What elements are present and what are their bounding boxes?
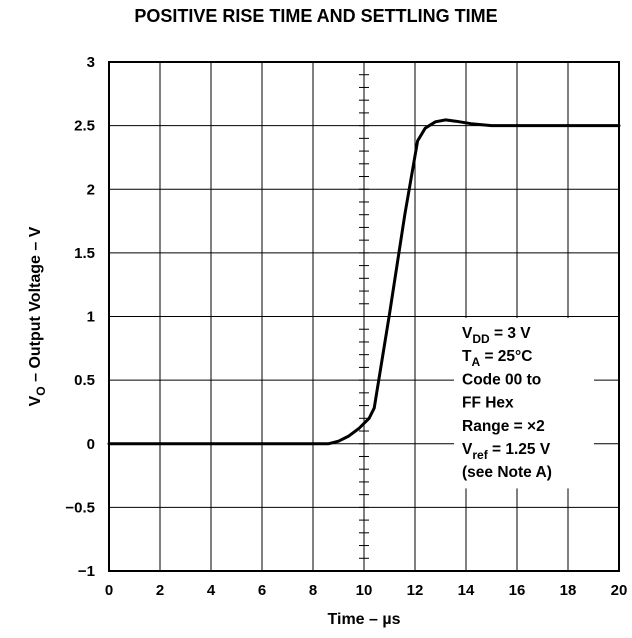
y-tick-label: −0.5 (65, 499, 95, 516)
x-tick-label: 10 (356, 582, 373, 599)
x-tick-label: 2 (156, 582, 164, 599)
y-tick-label: 1.5 (74, 245, 95, 262)
y-tick-label: 0 (87, 436, 95, 453)
x-tick-label: 8 (309, 582, 317, 599)
y-tick-label: 2 (87, 181, 95, 198)
x-tick-label: 14 (458, 582, 475, 599)
chart-title: POSITIVE RISE TIME AND SETTLING TIME (134, 6, 498, 26)
x-tick-label: 18 (560, 582, 577, 599)
plot-frame (108, 61, 620, 572)
y-tick-labels: −1 −0.5 0 0.5 1 1.5 2 2.5 3 (65, 54, 95, 580)
center-minor-ticks (359, 61, 369, 572)
annotation-line: TA = 25°C (462, 348, 532, 369)
annotation-line: Code 00 to (462, 371, 541, 388)
annotation-line: Vref = 1.25 V (462, 441, 551, 462)
y-tick-label: 2.5 (74, 118, 95, 135)
x-tick-label: 4 (207, 582, 216, 599)
annotation-background (454, 318, 594, 489)
annotation-line: (see Note A) (462, 464, 552, 481)
x-axis-label: Time – µs (328, 611, 401, 628)
annotation-line: VDD = 3 V (462, 325, 531, 346)
x-tick-label: 6 (258, 582, 266, 599)
x-tick-label: 12 (407, 582, 424, 599)
annotation-line: Range = ×2 (462, 418, 545, 435)
x-tick-label: 20 (611, 582, 628, 599)
annotation-line: FF Hex (462, 395, 514, 412)
y-tick-label: 1 (87, 309, 95, 326)
x-tick-labels: 0 2 4 6 8 10 12 14 16 18 20 (105, 582, 628, 599)
y-tick-label: −1 (78, 563, 95, 580)
y-tick-label: 0.5 (74, 372, 95, 389)
series-line (107, 118, 621, 446)
x-tick-label: 16 (509, 582, 526, 599)
annotation-box: VDD = 3 VTA = 25°C Code 00 to FF Hex Range … (462, 325, 552, 481)
y-tick-label: 3 (87, 54, 95, 71)
x-tick-label: 0 (105, 582, 113, 599)
y-axis-label: VO – Output Voltage – V (27, 226, 48, 406)
